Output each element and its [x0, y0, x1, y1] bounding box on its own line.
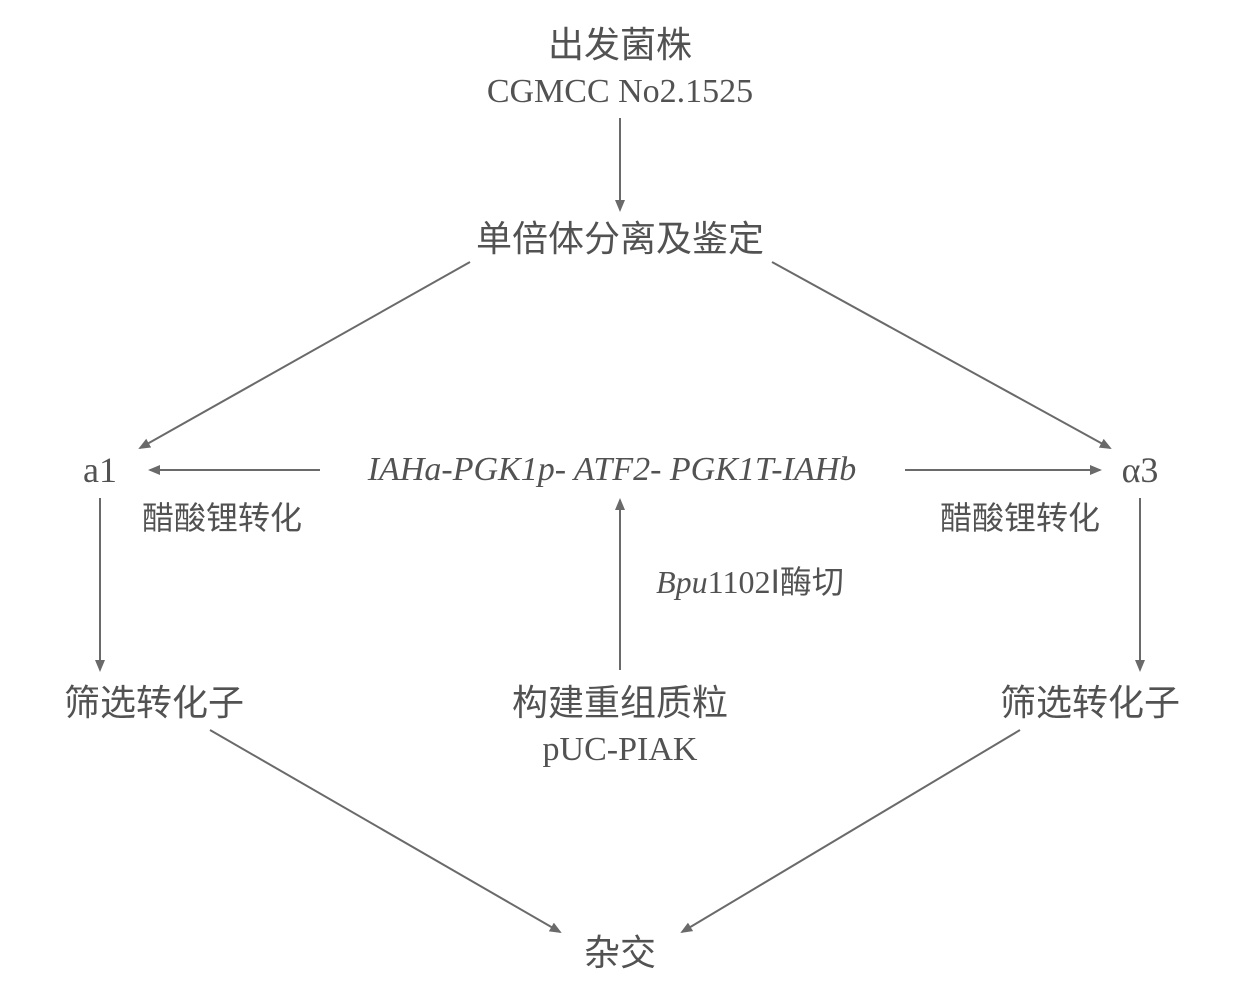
- label-lithium-acetate-right: 醋酸锂转化: [940, 493, 1100, 539]
- node-screen-transformants-left: 筛选转化子: [64, 674, 244, 726]
- node-cross-hybridization: 杂交: [584, 924, 656, 976]
- node-a1: a1: [83, 449, 117, 491]
- node-alpha3: α3: [1122, 449, 1159, 491]
- node-haploid-identification: 单倍体分离及鉴定: [476, 210, 764, 262]
- flowchart-container: 出发菌株 CGMCC No2.1525 单倍体分离及鉴定 a1 α3 IAHa-…: [0, 0, 1240, 1002]
- node-plasmid-line2: pUC-PIAK: [543, 731, 698, 769]
- node-start-strain-line2: CGMCC No2.1525: [487, 73, 753, 111]
- node-start-strain-line1: 出发菌株: [548, 16, 692, 68]
- node-plasmid-line1: 构建重组质粒: [512, 674, 728, 726]
- label-lithium-acetate-left: 醋酸锂转化: [142, 493, 302, 539]
- node-screen-transformants-right: 筛选转化子: [1000, 674, 1180, 726]
- node-gene-construct: IAHa-PGK1p- ATF2- PGK1T-IAHb: [368, 451, 857, 489]
- label-bpu-digest: Bpu1102Ⅰ酶切: [656, 557, 844, 603]
